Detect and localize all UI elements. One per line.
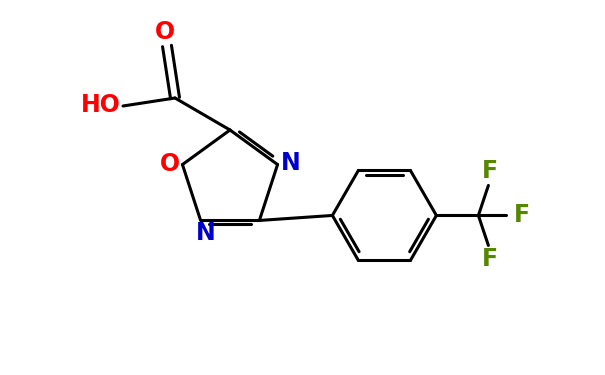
Text: N: N	[196, 222, 215, 246]
Text: N: N	[281, 150, 301, 174]
Text: HO: HO	[81, 93, 121, 117]
Text: O: O	[155, 20, 175, 44]
Text: O: O	[159, 152, 180, 176]
Text: F: F	[482, 248, 499, 272]
Text: F: F	[514, 204, 531, 228]
Text: F: F	[482, 159, 499, 183]
